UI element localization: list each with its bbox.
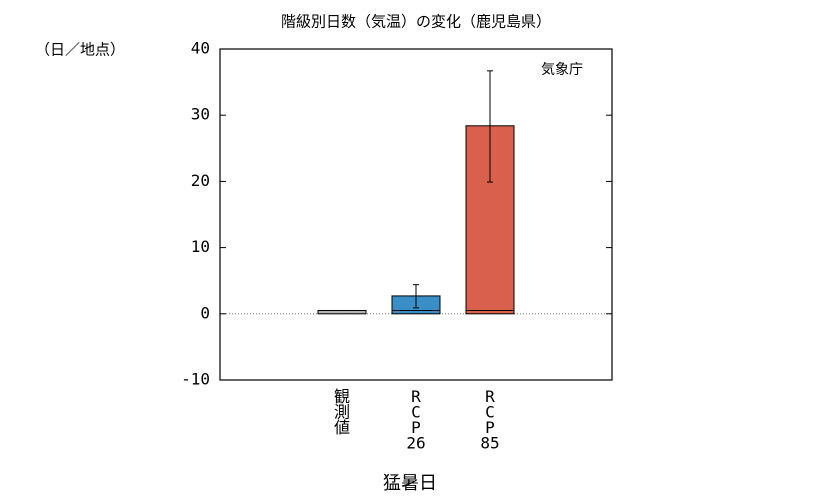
y-tick-label: -10: [181, 370, 210, 389]
x-tick-char: C: [485, 402, 495, 421]
y-tick-label: 10: [191, 237, 210, 256]
x-tick-label: 観測値: [334, 387, 350, 437]
x-tick-char: 観: [334, 387, 350, 406]
x-tick-char: 値: [334, 418, 350, 437]
x-tick-label: R C P 26: [406, 387, 425, 453]
y-tick-label: 0: [200, 303, 210, 322]
x-tick-char: P: [485, 418, 495, 437]
y-unit: （日／地点）: [35, 41, 125, 59]
chart-title: 階級別日数（気温）の変化（鹿児島県）: [281, 13, 551, 31]
annotation: 気象庁: [541, 62, 583, 78]
y-tick-label: 40: [191, 39, 210, 58]
x-tick-char: 85: [480, 433, 499, 452]
x-tick-char: R: [485, 387, 495, 406]
x-tick-char: R: [411, 387, 421, 406]
x-tick-label: R C P 85: [480, 387, 499, 453]
plot-frame: [219, 48, 613, 381]
bar: [317, 309, 367, 315]
x-tick-char: 測: [334, 402, 350, 421]
x-tick-char: C: [411, 402, 421, 421]
y-tick-label: 20: [191, 171, 210, 190]
x-tick-char: P: [411, 418, 421, 437]
x-tick-char: 26: [406, 433, 425, 452]
y-tick-label: 30: [191, 105, 210, 124]
x-axis-label: 猛暑日: [383, 473, 437, 494]
